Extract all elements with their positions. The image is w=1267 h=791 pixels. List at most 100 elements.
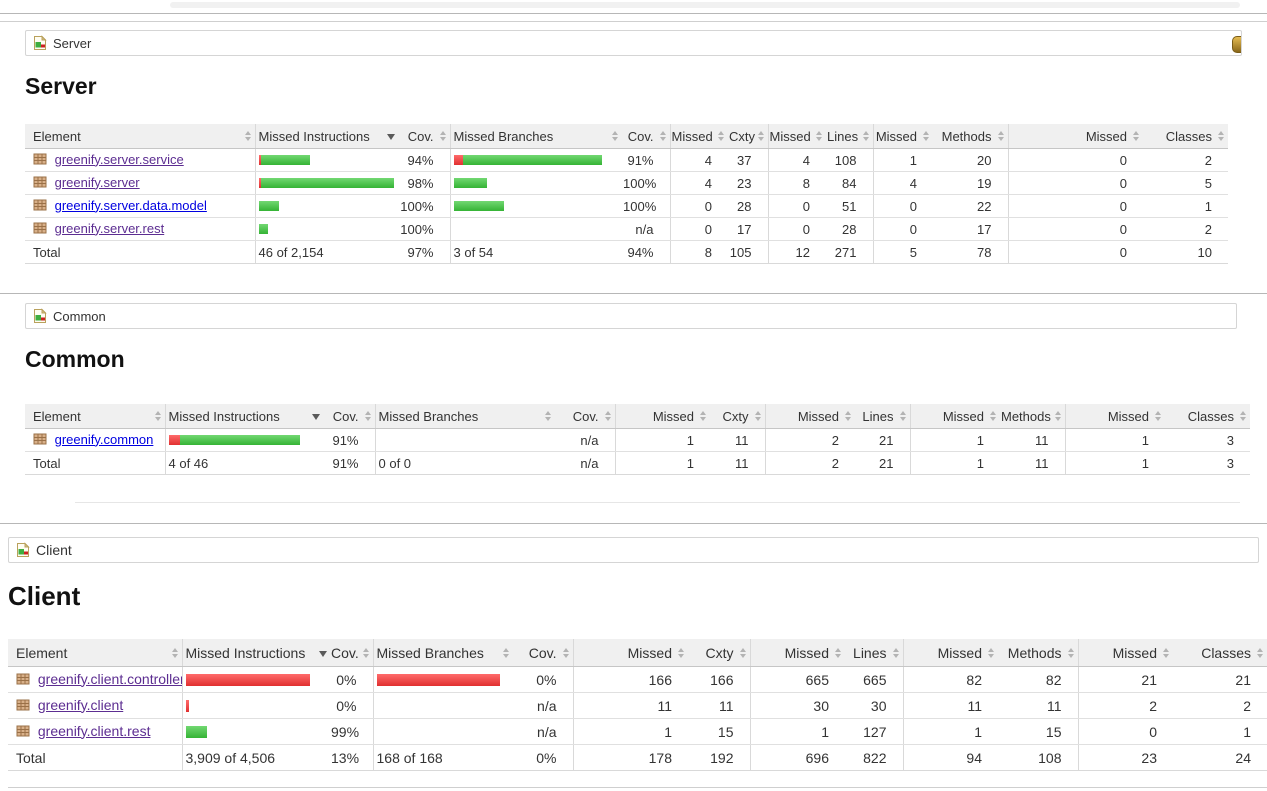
column-header-classes[interactable]: Classes	[1143, 124, 1228, 149]
counter-cell: 19	[933, 171, 1008, 195]
column-header-cov-[interactable]: Cov.	[555, 404, 615, 429]
instruction-coverage-cell: 99%	[330, 718, 373, 745]
counter-cell: 15	[998, 718, 1078, 745]
column-header-cxty[interactable]: Cxty	[688, 639, 750, 667]
column-header-missed[interactable]: Missed	[1007, 124, 1143, 149]
column-header-label: Element	[16, 644, 68, 661]
column-header-missed-branches[interactable]: Missed Branches	[372, 639, 513, 667]
package-link[interactable]: greenify.server.rest	[54, 220, 165, 236]
column-header-label: Methods	[941, 128, 992, 144]
counter-cell: 11	[688, 692, 750, 719]
column-header-missed-branches[interactable]: Missed Branches	[449, 124, 622, 149]
counter-cell: 11	[902, 692, 998, 719]
package-icon	[33, 152, 47, 169]
counter-cell: 0	[872, 194, 933, 218]
coverage-bar	[258, 219, 398, 239]
counter-cell: 1	[1173, 718, 1267, 745]
counter-cell: 0	[767, 217, 826, 241]
column-header-missed[interactable]: Missed	[902, 639, 998, 667]
sort-desc-icon	[387, 131, 395, 141]
column-header-element[interactable]: Element	[8, 639, 182, 667]
column-header-missed[interactable]: Missed	[1077, 639, 1173, 667]
column-header-missed[interactable]: Missed	[1064, 404, 1165, 429]
package-link[interactable]: greenify.common	[54, 431, 154, 447]
column-header-missed[interactable]: Missed	[669, 124, 728, 149]
package-link[interactable]: greenify.server.data.model	[54, 197, 207, 213]
branch-coverage-cell: n/a	[513, 692, 573, 719]
package-link[interactable]: greenify.server.service	[54, 151, 184, 167]
counter-cell: 0	[669, 194, 728, 218]
sort-toggle-icon	[987, 647, 995, 658]
column-header-classes[interactable]: Classes	[1165, 404, 1250, 429]
column-header-label: Missed	[1112, 644, 1157, 661]
sort-toggle-icon	[244, 131, 252, 141]
bar-cell	[372, 666, 513, 693]
package-icon	[16, 672, 30, 689]
counter-cell: 2	[764, 428, 855, 452]
sort-toggle-icon	[815, 131, 823, 141]
column-header-missed[interactable]: Missed	[572, 639, 688, 667]
column-header-methods[interactable]: Methods	[933, 124, 1008, 149]
column-header-lines[interactable]: Lines	[826, 124, 873, 149]
total-counter-cell: 11	[710, 451, 765, 475]
column-header-cxty[interactable]: Cxty	[728, 124, 768, 149]
branch-coverage-cell: 0%	[513, 666, 573, 693]
column-header-missed[interactable]: Missed	[872, 124, 933, 149]
column-header-missed[interactable]: Missed	[614, 404, 710, 429]
column-header-lines[interactable]: Lines	[855, 404, 910, 429]
total-counter-cell: 11	[1000, 451, 1065, 475]
column-header-cov-[interactable]: Cov.	[323, 404, 375, 429]
section-client: Client Client Element Missed Instructions…	[8, 537, 1267, 771]
package-link[interactable]: greenify.client.controller	[37, 670, 182, 687]
column-header-element[interactable]: Element	[25, 404, 165, 429]
package-link[interactable]: greenify.client	[37, 696, 124, 713]
sort-toggle-icon	[659, 131, 667, 141]
sort-toggle-icon	[1054, 411, 1062, 421]
column-header-cov-[interactable]: Cov.	[330, 639, 373, 667]
column-header-cov-[interactable]: Cov.	[622, 124, 670, 149]
separator-line	[8, 787, 1267, 788]
total-branch-coverage-cell: n/a	[555, 451, 615, 475]
column-header-label: Classes	[1165, 128, 1212, 144]
total-instructions-cell: 3,909 of 4,506	[181, 744, 330, 771]
breadcrumb-bar: Server	[25, 30, 1242, 56]
counter-cell: 20	[933, 148, 1008, 172]
column-header-label: Cxty	[722, 408, 749, 424]
column-header-missed[interactable]: Missed	[909, 404, 1000, 429]
column-header-element[interactable]: Element	[25, 124, 255, 149]
element-cell: greenify.client	[8, 692, 182, 719]
column-header-methods[interactable]: Methods	[1000, 404, 1065, 429]
column-header-lines[interactable]: Lines	[845, 639, 903, 667]
package-link[interactable]: greenify.server	[54, 174, 140, 190]
column-header-cov-[interactable]: Cov.	[398, 124, 450, 149]
counter-cell: 1	[902, 718, 998, 745]
column-header-missed[interactable]: Missed	[767, 124, 826, 149]
column-header-missed-instructions[interactable]: Missed Instructions	[181, 639, 330, 667]
counter-cell: 0	[1077, 718, 1173, 745]
column-header-cov-[interactable]: Cov.	[513, 639, 573, 667]
total-counter-cell: 192	[688, 744, 750, 771]
column-header-missed-branches[interactable]: Missed Branches	[374, 404, 555, 429]
counter-cell: 4	[872, 171, 933, 195]
package-icon	[33, 221, 47, 238]
counter-cell: 166	[688, 666, 750, 693]
sort-toggle-icon	[502, 647, 510, 658]
column-header-cxty[interactable]: Cxty	[710, 404, 765, 429]
counter-cell: 8	[767, 171, 826, 195]
sort-toggle-icon	[989, 411, 997, 421]
sessions-icon[interactable]	[1232, 36, 1241, 53]
column-header-missed-instructions[interactable]: Missed Instructions	[254, 124, 398, 149]
total-counter-cell: 108	[998, 744, 1078, 771]
column-header-missed[interactable]: Missed	[749, 639, 845, 667]
package-link[interactable]: greenify.client.rest	[37, 722, 151, 739]
total-counter-cell: 1	[909, 451, 1000, 475]
column-header-missed[interactable]: Missed	[764, 404, 855, 429]
coverage-bar	[258, 173, 398, 193]
coverage-table: Element Missed Instructions Cov. Missed Bra…	[25, 124, 1228, 264]
sort-toggle-icon	[562, 647, 570, 658]
column-header-methods[interactable]: Methods	[998, 639, 1078, 667]
package-row: greenify.server.service 94% 91% 4 37 4 108 1 20 0…	[25, 148, 1228, 172]
column-header-missed-instructions[interactable]: Missed Instructions	[164, 404, 323, 429]
branch-coverage-cell: 100%	[622, 171, 670, 195]
column-header-classes[interactable]: Classes	[1173, 639, 1267, 667]
